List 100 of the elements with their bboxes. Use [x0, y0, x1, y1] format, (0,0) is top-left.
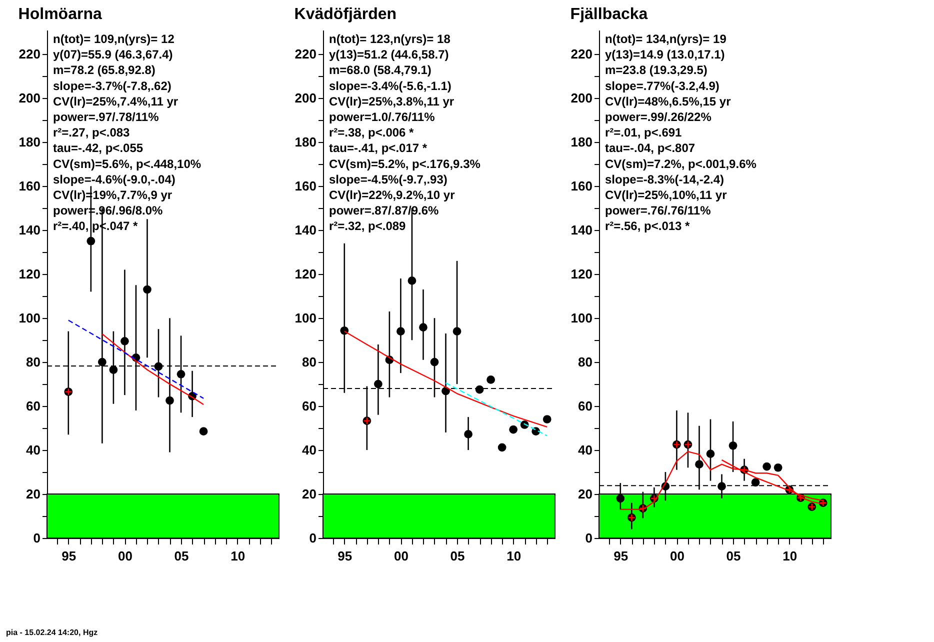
- point: [498, 443, 506, 452]
- x-tick-label: 00: [670, 548, 684, 564]
- x-tick-label: 95: [338, 548, 352, 564]
- y-tick-label: 60: [26, 398, 40, 414]
- y-tick-label: 160: [294, 178, 316, 194]
- annotation: CV(lr)=22%,9.2%,10 yr: [329, 188, 456, 202]
- point: [340, 326, 349, 335]
- x-tick-label: 05: [450, 548, 465, 564]
- y-tick-label: 200: [570, 90, 592, 106]
- point: [452, 327, 462, 336]
- annotation: tau=-.41, p<.017 *: [329, 141, 428, 156]
- y-tick-label: 140: [294, 222, 316, 238]
- chart-title: Fjällbacka: [570, 6, 648, 23]
- y-tick-label: 180: [18, 134, 40, 150]
- annotation: n(tot)= 134,n(yrs)= 19: [605, 32, 727, 46]
- annotation: slope=-4.5%(-9.7,.93): [329, 172, 448, 186]
- annotation: slope=-3.4%(-5.6,-1.1): [329, 78, 452, 93]
- point: [486, 375, 495, 384]
- annotation: power=.76/.76/11%: [605, 204, 712, 218]
- annotation: CV(lr)=25%,7.4%,11 yr: [53, 94, 178, 108]
- line-series: [102, 333, 204, 406]
- y-tick-label: 20: [578, 486, 592, 502]
- x-tick-label: 95: [614, 548, 628, 564]
- annotation: tau=-.42, p<.055: [53, 141, 144, 156]
- annotation: power=.97/.78/11%: [53, 110, 160, 124]
- annotation: r²=.38, p<.006 *: [329, 126, 414, 140]
- y-tick-label: 80: [302, 354, 316, 370]
- point: [408, 276, 416, 285]
- point: [419, 323, 428, 332]
- y-tick-label: 120: [294, 266, 316, 282]
- point: [86, 236, 96, 246]
- point: [396, 327, 405, 336]
- x-tick-label: 10: [782, 548, 798, 564]
- y-tick-label: 140: [570, 222, 592, 238]
- annotation: CV(sm)=5.2%, p<.176,9.3%: [329, 156, 481, 171]
- x-tick-label: 05: [174, 548, 189, 564]
- point: [718, 482, 726, 490]
- y-tick-label: 80: [578, 354, 592, 370]
- annotation: CV(lr)=48%,6.5%,15 yr: [605, 94, 732, 108]
- chart-title: Kvädöfjärden: [294, 6, 397, 23]
- y-tick-label: 100: [294, 310, 316, 326]
- annotation: power=.99/.26/22%: [605, 110, 712, 124]
- y-tick-label: 160: [18, 178, 40, 194]
- y-tick-label: 40: [578, 442, 592, 458]
- point: [374, 380, 382, 388]
- point: [762, 462, 771, 471]
- point: [464, 430, 472, 438]
- annotation: m=78.2 (65.8,92.8): [53, 63, 156, 78]
- y-tick-label: 200: [294, 90, 316, 106]
- y-tick-label: 0: [309, 530, 316, 546]
- annotation: slope=-3.7%(-7.8,.62): [53, 78, 172, 93]
- annotation: m=68.0 (58.4,79.1): [329, 63, 432, 78]
- annotation: y(07)=55.9 (46.3,67.4): [53, 48, 173, 62]
- y-tick-label: 100: [570, 310, 592, 326]
- annotation: r²=.56, p<.013 *: [605, 219, 690, 234]
- annotation: y(13)=51.2 (44.6,58.7): [329, 48, 449, 62]
- y-tick-label: 220: [294, 46, 316, 62]
- point: [475, 385, 484, 394]
- annotation: r²=.32, p<.089: [329, 219, 406, 234]
- y-tick-label: 200: [18, 90, 40, 106]
- annotation: CV(sm)=5.6%, p<.448,10%: [53, 156, 202, 171]
- point: [616, 494, 625, 503]
- point: [728, 441, 738, 450]
- y-tick-label: 120: [18, 266, 40, 282]
- y-tick-label: 80: [26, 354, 40, 370]
- y-tick-label: 20: [26, 486, 40, 502]
- y-tick-label: 100: [18, 310, 40, 326]
- x-tick-label: 10: [230, 548, 246, 564]
- point: [120, 337, 129, 346]
- point: [143, 285, 152, 294]
- annotation: n(tot)= 123,n(yrs)= 18: [329, 32, 451, 46]
- annotation: r²=.27, p<.083: [53, 126, 130, 140]
- x-tick-label: 00: [394, 548, 408, 564]
- point: [706, 450, 715, 458]
- text: pia - 15.02.24 14:20, Hgz: [6, 628, 98, 637]
- annotation: CV(lr)=25%,10%,11 yr: [605, 188, 728, 202]
- y-tick-label: 40: [26, 442, 40, 458]
- y-tick-label: 180: [294, 134, 316, 150]
- point: [509, 425, 518, 434]
- y-tick-label: 180: [570, 134, 592, 150]
- annotation: n(tot)= 109,n(yrs)= 12: [53, 32, 175, 46]
- annotation: y(13)=14.9 (13.0,17.1): [605, 48, 725, 62]
- annotation: power=1.0/.76/11%: [329, 110, 436, 124]
- point: [199, 427, 208, 436]
- point: [98, 358, 106, 366]
- y-tick-label: 0: [33, 530, 40, 546]
- y-tick-label: 220: [570, 46, 592, 62]
- x-tick-label: 10: [506, 548, 522, 564]
- point: [774, 463, 782, 472]
- chart-title: Holmöarna: [18, 6, 102, 23]
- y-tick-label: 60: [578, 398, 592, 414]
- y-tick-label: 0: [585, 530, 592, 546]
- point: [695, 460, 704, 469]
- x-tick-label: 00: [118, 548, 132, 564]
- x-tick-label: 05: [726, 548, 741, 564]
- y-tick-label: 120: [570, 266, 592, 282]
- point: [109, 366, 118, 374]
- x-tick-label: 95: [62, 548, 76, 564]
- y-tick-label: 220: [18, 46, 40, 62]
- y-tick-label: 60: [302, 398, 316, 414]
